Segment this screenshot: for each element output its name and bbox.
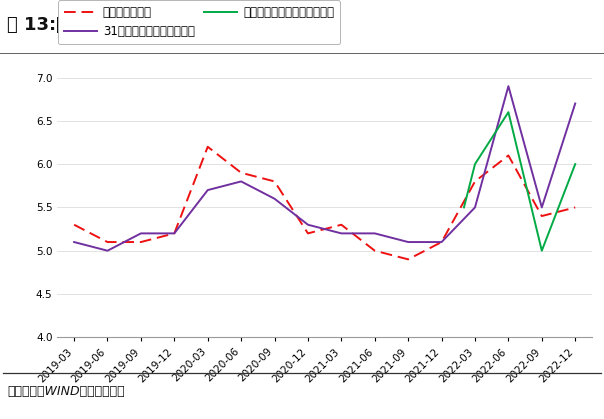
Text: 图 13:外来农业户籍人口城镇失业率明显回落: 图 13:外来农业户籍人口城镇失业率明显回落 — [7, 16, 239, 34]
Text: 资料来源：WIND，财信研究院: 资料来源：WIND，财信研究院 — [7, 385, 125, 398]
Legend: 城镇调查失业率, 31个大城市城镇调查失业率, 外来农业户籍人口调查失业率: 城镇调查失业率, 31个大城市城镇调查失业率, 外来农业户籍人口调查失业率 — [58, 0, 340, 44]
